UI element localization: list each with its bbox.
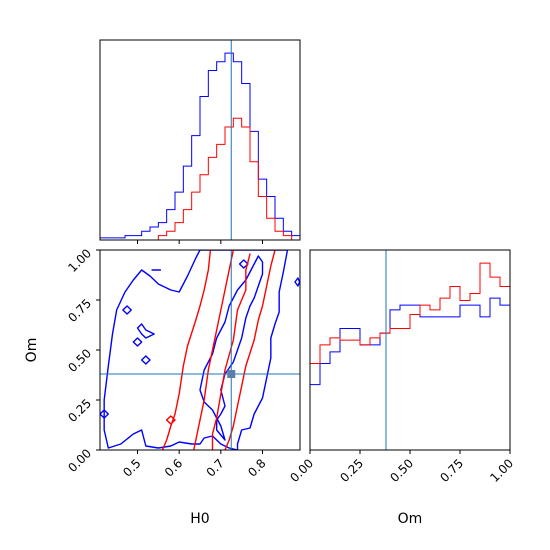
contour-blue-6	[100, 409, 110, 419]
contour-red-3	[193, 250, 235, 450]
contour-red-2	[211, 253, 251, 450]
panel-hist-h0	[99, 39, 301, 244]
hist-om-step-blue	[309, 297, 511, 450]
contour-ytick-label-2: 0.50	[65, 346, 94, 375]
hist-om-xtick-label-3: 0.75	[437, 456, 466, 485]
contour-blue-0	[103, 250, 289, 450]
frame-hist-h0	[99, 39, 301, 241]
x-axis-label-om: Om	[398, 511, 423, 527]
hist-h0-step-red	[100, 117, 300, 241]
contour-red-4	[165, 415, 176, 425]
truth-point	[227, 370, 236, 378]
hist-om-step-red	[309, 262, 511, 450]
hist-om-xtick-label-1: 0.25	[337, 456, 366, 485]
contour-xtick-label-0: 0.5	[120, 456, 143, 479]
contour-blue-2	[122, 305, 132, 315]
contour-ytick-label-3: 0.75	[65, 296, 94, 325]
contour-xtick-label-2: 0.7	[204, 456, 227, 479]
contour-blue-4	[136, 323, 155, 339]
contour-ytick-label-1: 0.25	[65, 396, 94, 425]
hist-om-xtick-label-0: 0.00	[287, 456, 316, 485]
contour-blue-8	[294, 277, 300, 287]
contour-xtick-label-1: 0.6	[162, 456, 185, 479]
contour-ytick-label-0: 0.00	[65, 446, 94, 475]
hist-om-xtick-label-4: 1.00	[487, 456, 516, 485]
panel-contour-h0-om: 0.5 0.6 0.7 0.8 0.00 0.25 0.50 0.75 1.00 H0 Om	[24, 246, 301, 527]
contour-blue-5	[140, 355, 151, 365]
contour-ytick-label-4: 1.00	[65, 246, 94, 275]
contour-blue-3	[132, 337, 143, 347]
panel-hist-om: 0.00 0.25 0.50 0.75 1.00 Om	[287, 249, 516, 527]
hist-om-xtick-label-2: 0.50	[387, 456, 416, 485]
contour-red-0	[161, 250, 212, 450]
contour-xtick-label-3: 0.8	[245, 456, 268, 479]
contour-red-1	[224, 250, 276, 450]
y-axis-label-om: Om	[24, 338, 40, 363]
x-axis-label-h0: H0	[190, 511, 209, 527]
hist-h0-step-blue	[99, 52, 301, 240]
